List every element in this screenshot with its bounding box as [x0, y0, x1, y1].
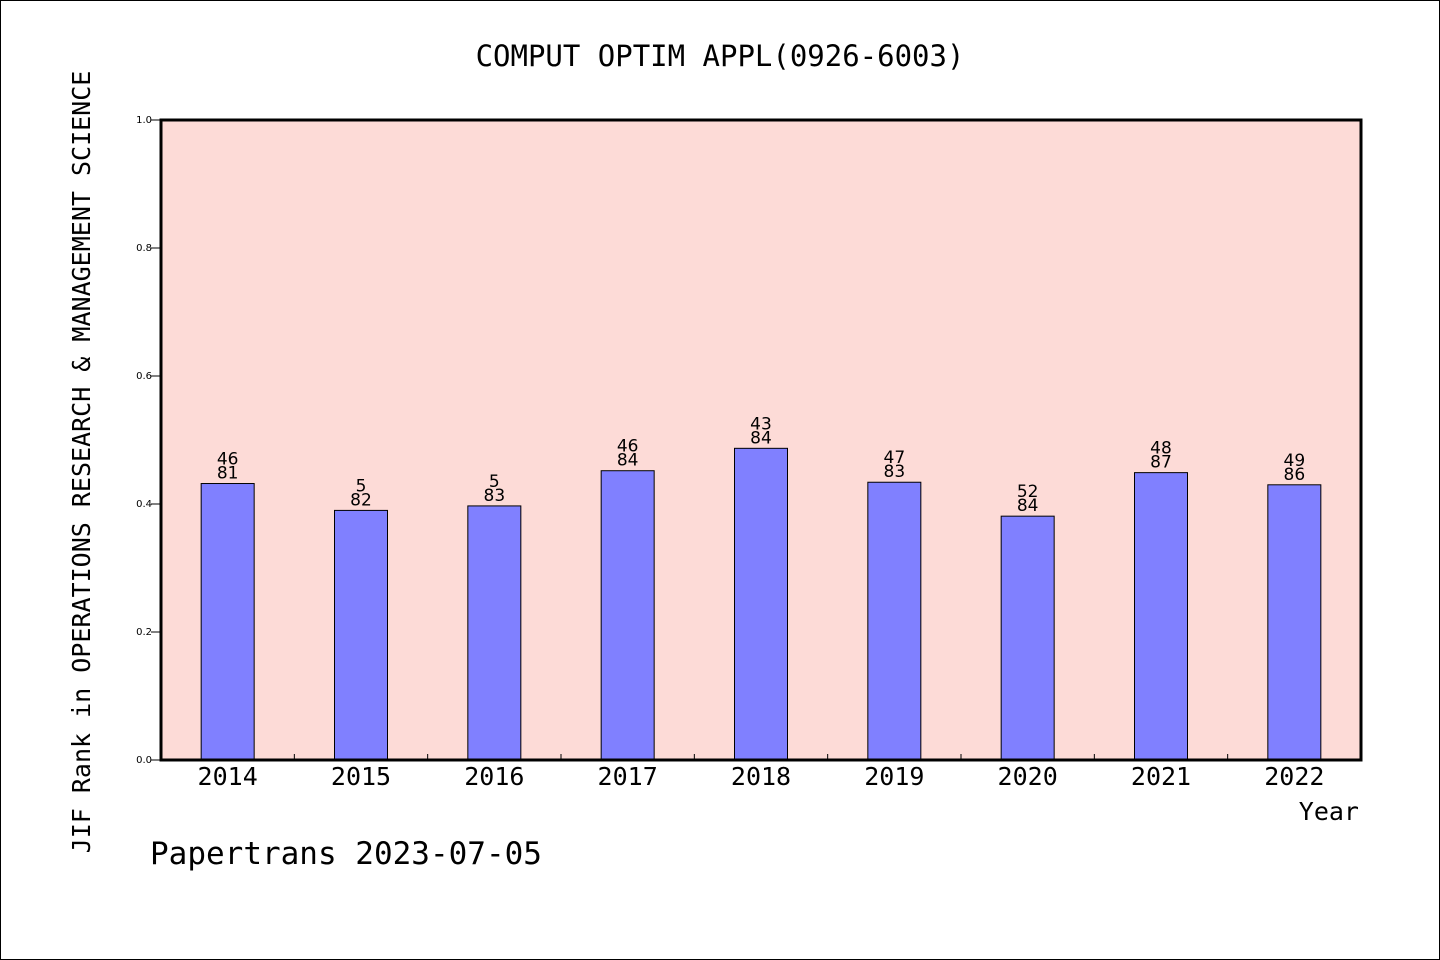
y-ticks-group: 0.0 0.2 0.4 0.6 0.8 1.0: [136, 115, 161, 766]
rank-label-2019: 47: [884, 448, 906, 468]
rank-label-2020: 52: [1017, 482, 1039, 502]
x-tick-label-2017: 2017: [598, 762, 658, 791]
footer-credit: Papertrans 2023-07-05: [150, 836, 542, 872]
y-tick-label: 0.4: [136, 499, 152, 510]
total-label-2020: 84: [1017, 496, 1039, 516]
bar-2015: [334, 509, 388, 761]
x-axis-label: Year: [1299, 797, 1359, 826]
bar-2019: [867, 481, 922, 761]
y-axis-label: JIF Rank in OPERATIONS RESEARCH & MANAGE…: [67, 71, 96, 854]
total-label-2019: 83: [884, 462, 906, 482]
rank-label-2016: 5: [489, 472, 500, 492]
plot-border: [159, 118, 1363, 762]
x-tick-label-2021: 2021: [1131, 762, 1191, 791]
bar-2020: [1000, 515, 1055, 761]
x-tick-label-2019: 2019: [864, 762, 924, 791]
y-tick-label: 0.0: [136, 755, 152, 766]
total-label-2016: 83: [484, 486, 506, 506]
rank-label-2017: 46: [617, 437, 639, 457]
bar-2014: [200, 483, 255, 761]
bar-2022: [1267, 484, 1322, 761]
x-tick-label-2020: 2020: [998, 762, 1058, 791]
y-tick-label: 0.8: [136, 243, 152, 254]
x-tick-label-2022: 2022: [1264, 762, 1324, 791]
bar-2021: [1134, 472, 1188, 761]
x-tick-label-2016: 2016: [464, 762, 524, 791]
rank-label-2014: 46: [217, 450, 239, 470]
bar-2017: [600, 470, 655, 761]
bars-group: [200, 447, 1322, 761]
x-tick-label-2015: 2015: [331, 762, 391, 791]
total-label-2022: 86: [1284, 465, 1306, 485]
x-tick-label-2018: 2018: [731, 762, 791, 791]
x-ticks-group: 2014 2015 2016 2017 2018 2019 2020 2021 2022: [198, 754, 1324, 791]
total-label-2014: 81: [217, 464, 239, 484]
y-tick-label: 0.2: [136, 627, 152, 638]
total-label-2018: 84: [750, 428, 772, 448]
y-tick-label: 1.0: [136, 115, 152, 126]
x-tick-label-2014: 2014: [198, 762, 258, 791]
chart-title: COMPUT OPTIM APPL(0926-6003): [476, 39, 965, 73]
rank-label-2022: 49: [1284, 451, 1306, 471]
bar-2018: [734, 447, 788, 761]
rank-label-2015: 5: [356, 476, 367, 496]
bar-2016: [467, 505, 522, 761]
y-tick-label: 0.6: [136, 371, 152, 382]
total-label-2017: 84: [617, 451, 639, 471]
rank-label-2018: 43: [750, 414, 772, 434]
rank-label-2021: 48: [1150, 439, 1172, 459]
total-label-2021: 87: [1150, 453, 1172, 473]
total-label-2015: 82: [350, 490, 372, 510]
